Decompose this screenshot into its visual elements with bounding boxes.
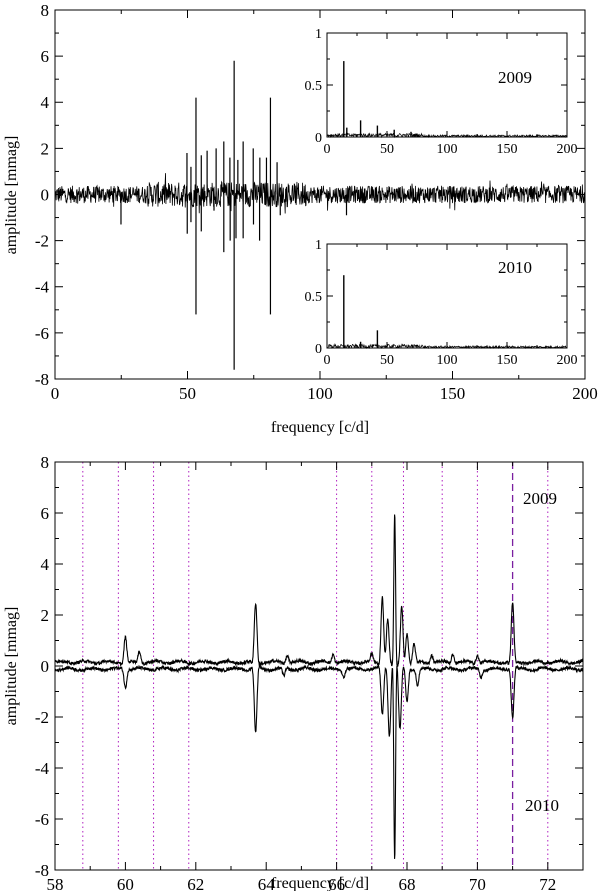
y-tick-label: 1 (315, 238, 322, 253)
y-tick-label: 6 (41, 47, 50, 66)
x-tick-label: 200 (557, 353, 578, 368)
x-tick-label: 60 (117, 875, 134, 891)
bottom-y-axis-label: amplitude [mmag] (3, 607, 20, 726)
bottom-x-tick-labels: 58 60 62 64 66 68 70 72 (47, 875, 557, 891)
top-y-tick-labels: -8 -6 -4 -2 0 2 4 6 8 (35, 1, 50, 389)
top-noise-band (54, 173, 586, 214)
bottom-vertical-lines (82, 462, 584, 870)
x-tick-label: 70 (469, 875, 486, 891)
top-peaks (120, 60, 348, 370)
inset-2010-ticks (326, 243, 568, 349)
inset-2010-background (327, 244, 567, 348)
top-x-tick-labels: 0 50 100 150 200 (51, 384, 598, 403)
x-tick-label: 150 (497, 142, 518, 157)
top-y-axis-label: amplitude [mmag] (3, 136, 20, 255)
y-tick-label: 8 (41, 453, 50, 472)
bottom-ticks (54, 461, 583, 871)
inset-2010: 00.51 0 50 100 150 200 2010 (305, 238, 578, 368)
y-tick-label: -2 (35, 232, 49, 251)
y-tick-label: -2 (35, 708, 49, 727)
y-tick-label: 1 (315, 27, 322, 42)
y-tick-label: -4 (35, 759, 50, 778)
top-ticks (54, 9, 586, 380)
x-tick-label: 62 (187, 875, 204, 891)
y-tick-label: 0 (315, 342, 322, 357)
x-tick-label: 150 (440, 384, 466, 403)
y-tick-label: -4 (35, 278, 50, 297)
bottom-plot-frame (54, 461, 584, 871)
y-tick-label: 4 (41, 555, 50, 574)
x-tick-label: 68 (399, 875, 416, 891)
x-tick-label: 0 (324, 142, 331, 157)
y-tick-label: 0 (315, 131, 322, 146)
inset-2010-label: 2010 (498, 258, 532, 277)
y-tick-label: -6 (35, 324, 49, 343)
bottom-series-2010 (54, 663, 584, 859)
inset-2009-y-tick-labels: 00.51 (305, 27, 323, 146)
y-tick-label: -6 (35, 810, 49, 829)
y-tick-label: 0 (41, 657, 50, 676)
bottom-series-2009 (54, 514, 584, 668)
x-tick-label: 200 (557, 142, 578, 157)
x-tick-label: 100 (437, 353, 458, 368)
inset-2010-y-tick-labels: 00.51 (305, 238, 323, 357)
inset-2009: 00.51 0 50 100 150 200 2009 (305, 27, 578, 157)
y-tick-label: -8 (35, 861, 49, 880)
x-tick-label: 64 (258, 875, 276, 891)
x-tick-label: 50 (380, 353, 394, 368)
x-tick-label: 58 (47, 875, 64, 891)
bottom-label-upper: 2009 (523, 489, 557, 508)
y-tick-label: 6 (41, 504, 50, 523)
x-tick-label: 0 (51, 384, 60, 403)
inset-2010-peaks (343, 275, 379, 348)
inset-2009-background (327, 33, 567, 137)
x-tick-label: 0 (324, 353, 331, 368)
top-x-axis-label: frequency [c/d] (271, 419, 369, 436)
y-tick-label: 0.5 (305, 290, 323, 305)
x-tick-label: 150 (497, 353, 518, 368)
x-tick-label: 100 (307, 384, 333, 403)
y-tick-label: 8 (41, 1, 50, 20)
inset-2009-ticks (326, 32, 568, 138)
x-tick-label: 50 (179, 384, 196, 403)
inset-2009-x-tick-labels: 0 50 100 150 200 (324, 142, 578, 157)
bottom-x-axis-label: frequency [c/d] (271, 875, 369, 891)
x-tick-label: 200 (572, 384, 598, 403)
bottom-y-tick-labels: -8 -6 -4 -2 0 2 4 6 8 (35, 453, 50, 880)
inset-2009-peaks (343, 61, 412, 137)
inset-2009-label: 2009 (498, 68, 532, 87)
inset-2010-x-tick-labels: 0 50 100 150 200 (324, 353, 578, 368)
y-tick-label: 0 (41, 185, 50, 204)
x-tick-label: 100 (437, 142, 458, 157)
y-tick-label: 4 (41, 93, 50, 112)
y-tick-label: 2 (41, 606, 50, 625)
y-tick-label: 2 (41, 139, 50, 158)
x-tick-label: 66 (328, 875, 345, 891)
bottom-label-lower: 2010 (525, 796, 559, 815)
y-tick-label: -8 (35, 370, 49, 389)
y-tick-label: 0.5 (305, 79, 323, 94)
x-tick-label: 72 (539, 875, 556, 891)
x-tick-label: 50 (380, 142, 394, 157)
